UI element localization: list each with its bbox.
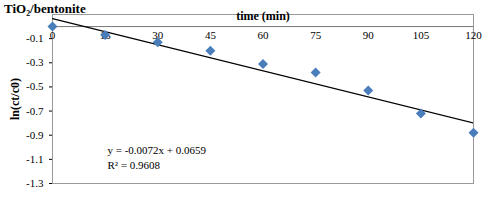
svg-text:75: 75 [310,29,322,41]
svg-text:-0.1: -0.1 [26,32,43,44]
svg-text:time (min): time (min) [236,9,290,23]
svg-text:-0.5: -0.5 [26,80,44,92]
svg-text:-0.7: -0.7 [26,105,44,117]
svg-text:-0.9: -0.9 [26,129,44,141]
svg-text:45: 45 [205,29,217,41]
svg-text:120: 120 [465,29,482,41]
svg-text:105: 105 [413,29,430,41]
svg-text:R² = 0.9608: R² = 0.9608 [108,159,161,171]
html-text:TiO₂/bentonite: TiO₂/bentonite [4,1,86,16]
svg-text:-1.3: -1.3 [26,177,44,189]
svg-text:y = -0.0072x + 0.0659: y = -0.0072x + 0.0659 [108,144,207,156]
svg-text:ln(ct/c0): ln(ct/c0) [8,78,22,120]
svg-text:-0.3: -0.3 [26,56,44,68]
svg-text:30: 30 [152,29,164,42]
svg-text:-1.1: -1.1 [26,153,43,165]
svg-text:60: 60 [258,29,270,41]
svg-text:15: 15 [99,29,111,42]
svg-text:0: 0 [49,29,56,42]
svg-text:90: 90 [363,29,375,41]
